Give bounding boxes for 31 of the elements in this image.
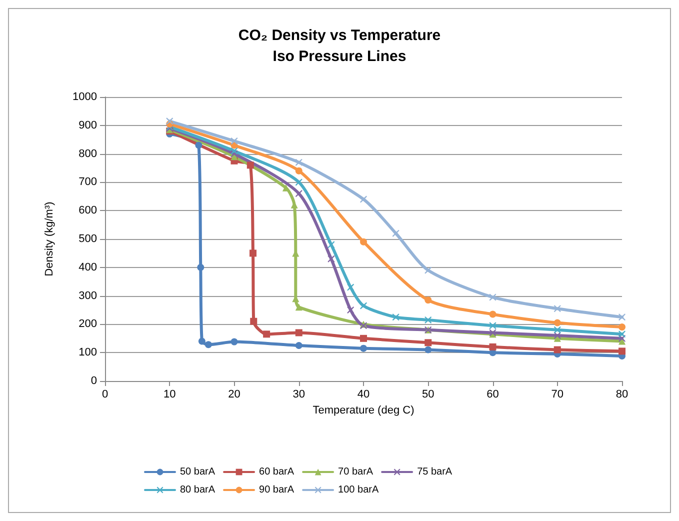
y-tick-label: 1000 xyxy=(72,91,97,103)
y-tick-label: 700 xyxy=(78,176,97,188)
y-tick-label: 400 xyxy=(78,261,97,274)
y-tick-label: 800 xyxy=(78,148,97,160)
legend-label: 70 barA xyxy=(338,466,374,478)
x-tick-label: 80 xyxy=(616,388,628,400)
y-tick-label: 300 xyxy=(78,290,97,302)
legend-label: 60 barA xyxy=(259,466,294,478)
x-tick-label: 30 xyxy=(292,388,305,400)
y-axis-title: Density (kg/m³) xyxy=(44,202,56,276)
x-tick-label: 60 xyxy=(486,388,499,400)
x-tick-label: 50 xyxy=(422,388,434,400)
x-tick-label: 70 xyxy=(551,388,564,400)
legend-label: 50 barA xyxy=(180,466,216,478)
legend-label: 75 barA xyxy=(417,466,452,478)
legend-label: 100 barA xyxy=(338,484,379,496)
y-tick-label: 900 xyxy=(78,119,97,132)
legend-label: 90 barA xyxy=(259,484,294,496)
x-axis-title: Temperature (deg C) xyxy=(312,404,414,416)
x-tick-label: 20 xyxy=(228,388,240,400)
y-tick-label: 600 xyxy=(78,204,97,217)
y-tick-label: 100 xyxy=(78,346,97,359)
legend-label: 80 barA xyxy=(180,484,216,496)
x-tick-label: 40 xyxy=(357,388,370,400)
y-tick-label: 500 xyxy=(78,233,97,245)
y-tick-label: 200 xyxy=(78,318,97,330)
chart-subtitle: Iso Pressure Lines xyxy=(272,48,406,65)
chart-title: CO₂ Density vs Temperature xyxy=(238,27,441,44)
x-tick-label: 10 xyxy=(164,388,176,400)
x-tick-label: 0 xyxy=(102,388,108,400)
y-tick-label: 0 xyxy=(90,375,97,387)
